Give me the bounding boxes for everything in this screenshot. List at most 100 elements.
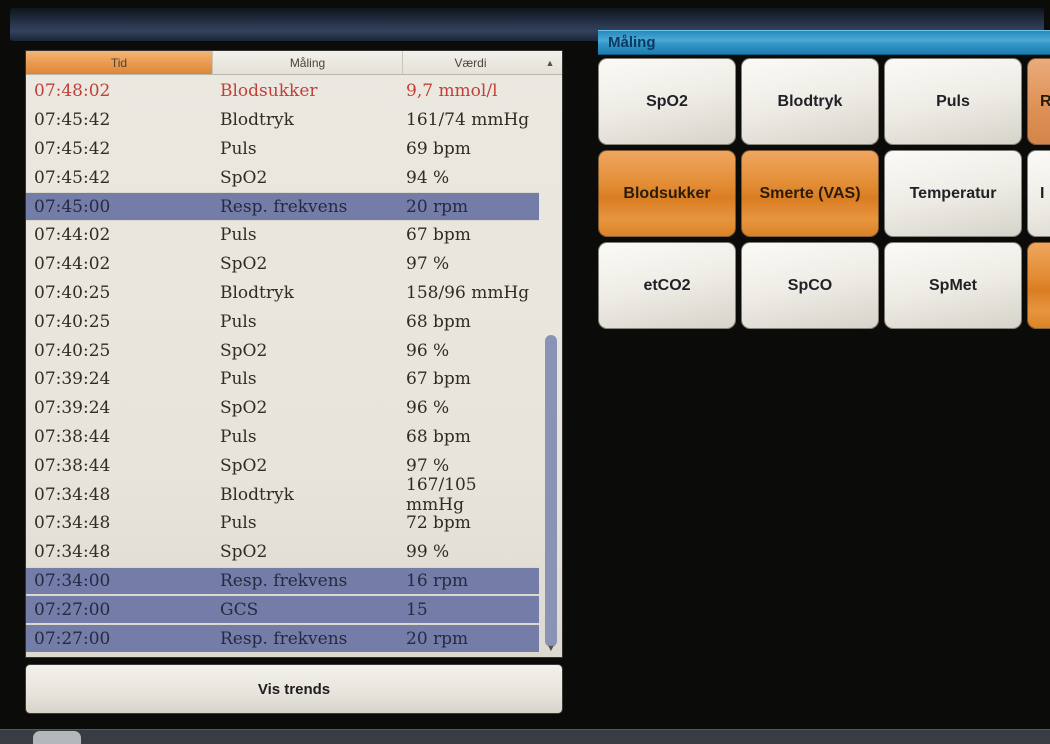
cell-measurement: SpO2 [220, 254, 268, 275]
table-row[interactable]: 07:27:00 GCS 15 [26, 595, 539, 625]
table-body: 07:48:02 Blodsukker 9,7 mmol/l 07:45:42 … [26, 75, 562, 653]
cell-time: 07:27:00 [34, 628, 111, 649]
cell-measurement: Resp. frekvens [220, 628, 348, 649]
measure-button-puls[interactable]: Puls [884, 58, 1022, 145]
cell-time: 07:44:02 [34, 254, 111, 275]
column-header-measurement[interactable]: Måling [212, 51, 402, 75]
cell-time: 07:34:48 [34, 542, 111, 563]
cell-value: 99 % [406, 542, 450, 563]
column-header-value[interactable]: Værdi [402, 51, 538, 75]
cell-time: 07:38:44 [34, 426, 111, 447]
measure-button-partial[interactable] [1027, 242, 1050, 329]
measure-button-spo2[interactable]: SpO2 [598, 58, 736, 145]
cell-value: 15 [406, 599, 428, 620]
cell-time: 07:45:42 [34, 110, 111, 131]
table-scrollbar[interactable]: ▼ [544, 77, 558, 653]
cell-time: 07:34:48 [34, 513, 111, 534]
cell-time: 07:40:25 [34, 340, 111, 361]
cell-time: 07:34:48 [34, 484, 111, 505]
table-row[interactable]: 07:48:02 Blodsukker 9,7 mmol/l [26, 77, 539, 106]
cell-measurement: Puls [220, 426, 257, 447]
measure-button-etco2[interactable]: etCO2 [598, 242, 736, 329]
table-row[interactable]: 07:27:00 Resp. frekvens 20 rpm [26, 624, 539, 653]
cell-time: 07:45:42 [34, 167, 111, 188]
cell-value: 68 bpm [406, 426, 471, 447]
column-header-time[interactable]: Tid [26, 51, 212, 75]
cell-measurement: Blodsukker [220, 81, 318, 102]
measure-button-smerte-vas[interactable]: Smerte (VAS) [741, 150, 879, 237]
cell-time: 07:45:42 [34, 138, 111, 159]
table-row[interactable]: 07:45:42 Puls 69 bpm [26, 135, 539, 164]
cell-measurement: SpO2 [220, 542, 268, 563]
measure-button-partial-i[interactable]: I [1027, 150, 1050, 237]
cell-value: 20 rpm [406, 196, 469, 217]
table-row[interactable]: 07:45:42 Blodtryk 161/74 mmHg [26, 106, 539, 135]
measure-button-blodsukker[interactable]: Blodsukker [598, 150, 736, 237]
table-row[interactable]: 07:44:02 Puls 67 bpm [26, 221, 539, 250]
cell-time: 07:40:25 [34, 311, 111, 332]
table-row[interactable]: 07:34:48 Blodtryk 167/105 mmHg [26, 475, 539, 515]
cell-measurement: Puls [220, 369, 257, 390]
cell-value: 20 rpm [406, 628, 469, 649]
bottom-bezel-bar [0, 729, 1050, 744]
cell-value: 97 % [406, 254, 450, 275]
measure-button-spco[interactable]: SpCO [741, 242, 879, 329]
table-row[interactable]: 07:40:25 Blodtryk 158/96 mmHg [26, 279, 539, 308]
measure-button-spmet[interactable]: SpMet [884, 242, 1022, 329]
show-trends-button[interactable]: Vis trends [25, 664, 563, 714]
cell-value: 16 rpm [406, 570, 469, 591]
table-row[interactable]: 07:38:44 Puls 68 bpm [26, 423, 539, 452]
measurement-log-panel: Tid Måling Værdi ▲ 07:48:02 Blodsukker 9… [25, 50, 563, 714]
cell-measurement: SpO2 [220, 167, 268, 188]
cell-value: 94 % [406, 167, 450, 188]
measure-button-temperatur[interactable]: Temperatur [884, 150, 1022, 237]
cell-time: 07:38:44 [34, 455, 111, 476]
table-row[interactable]: 07:38:44 SpO2 97 % [26, 451, 539, 480]
cell-value: 67 bpm [406, 369, 471, 390]
table-header-row: Tid Måling Værdi ▲ [26, 51, 562, 75]
table-row[interactable]: 07:34:48 SpO2 99 % [26, 538, 539, 567]
cell-time: 07:44:02 [34, 225, 111, 246]
table-row[interactable]: 07:40:25 SpO2 96 % [26, 336, 539, 365]
measure-button-partial-r[interactable]: R [1027, 58, 1050, 145]
cell-value: 69 bpm [406, 138, 471, 159]
cell-measurement: SpO2 [220, 398, 268, 419]
cell-measurement: Blodtryk [220, 484, 294, 505]
cell-value: 167/105 mmHg [406, 474, 477, 515]
table-row[interactable]: 07:39:24 Puls 67 bpm [26, 365, 539, 394]
scrollbar-thumb[interactable] [545, 335, 557, 647]
cell-measurement: Puls [220, 513, 257, 534]
measurement-button-grid: SpO2 Blodtryk Puls R Blodsukker Smerte (… [598, 58, 1050, 329]
table-row[interactable]: 07:34:00 Resp. frekvens 16 rpm [26, 566, 539, 596]
measure-button-blodtryk[interactable]: Blodtryk [741, 58, 879, 145]
cell-time: 07:27:00 [34, 599, 111, 620]
table-row[interactable]: 07:34:48 Puls 72 bpm [26, 509, 539, 538]
cell-measurement: Blodtryk [220, 282, 294, 303]
cell-measurement: Puls [220, 138, 257, 159]
cell-value: 72 bpm [406, 513, 471, 534]
cell-measurement: Resp. frekvens [220, 196, 348, 217]
table-row[interactable]: 07:39:24 SpO2 96 % [26, 394, 539, 423]
cell-value: 96 % [406, 340, 450, 361]
cell-time: 07:40:25 [34, 282, 111, 303]
table-row[interactable]: 07:45:42 SpO2 94 % [26, 163, 539, 192]
scroll-down-icon[interactable]: ▼ [546, 643, 556, 653]
cell-time: 07:39:24 [34, 398, 111, 419]
cell-time: 07:45:00 [34, 196, 111, 217]
panel-title: Måling [598, 30, 1050, 55]
cell-value: 9,7 mmol/l [406, 81, 498, 102]
cell-value: 161/74 mmHg [406, 110, 530, 131]
scroll-up-icon[interactable]: ▲ [538, 51, 562, 75]
table-row[interactable]: 07:44:02 SpO2 97 % [26, 250, 539, 279]
cell-value: 97 % [406, 455, 450, 476]
measurement-log-table: Tid Måling Værdi ▲ 07:48:02 Blodsukker 9… [25, 50, 563, 658]
cell-measurement: Puls [220, 225, 257, 246]
cell-measurement: SpO2 [220, 340, 268, 361]
cell-value: 158/96 mmHg [406, 282, 530, 303]
table-row[interactable]: 07:40:25 Puls 68 bpm [26, 307, 539, 336]
cell-measurement: GCS [220, 599, 259, 620]
cell-measurement: Blodtryk [220, 110, 294, 131]
cell-measurement: Puls [220, 311, 257, 332]
cell-measurement: SpO2 [220, 455, 268, 476]
table-row[interactable]: 07:45:00 Resp. frekvens 20 rpm [26, 192, 539, 221]
